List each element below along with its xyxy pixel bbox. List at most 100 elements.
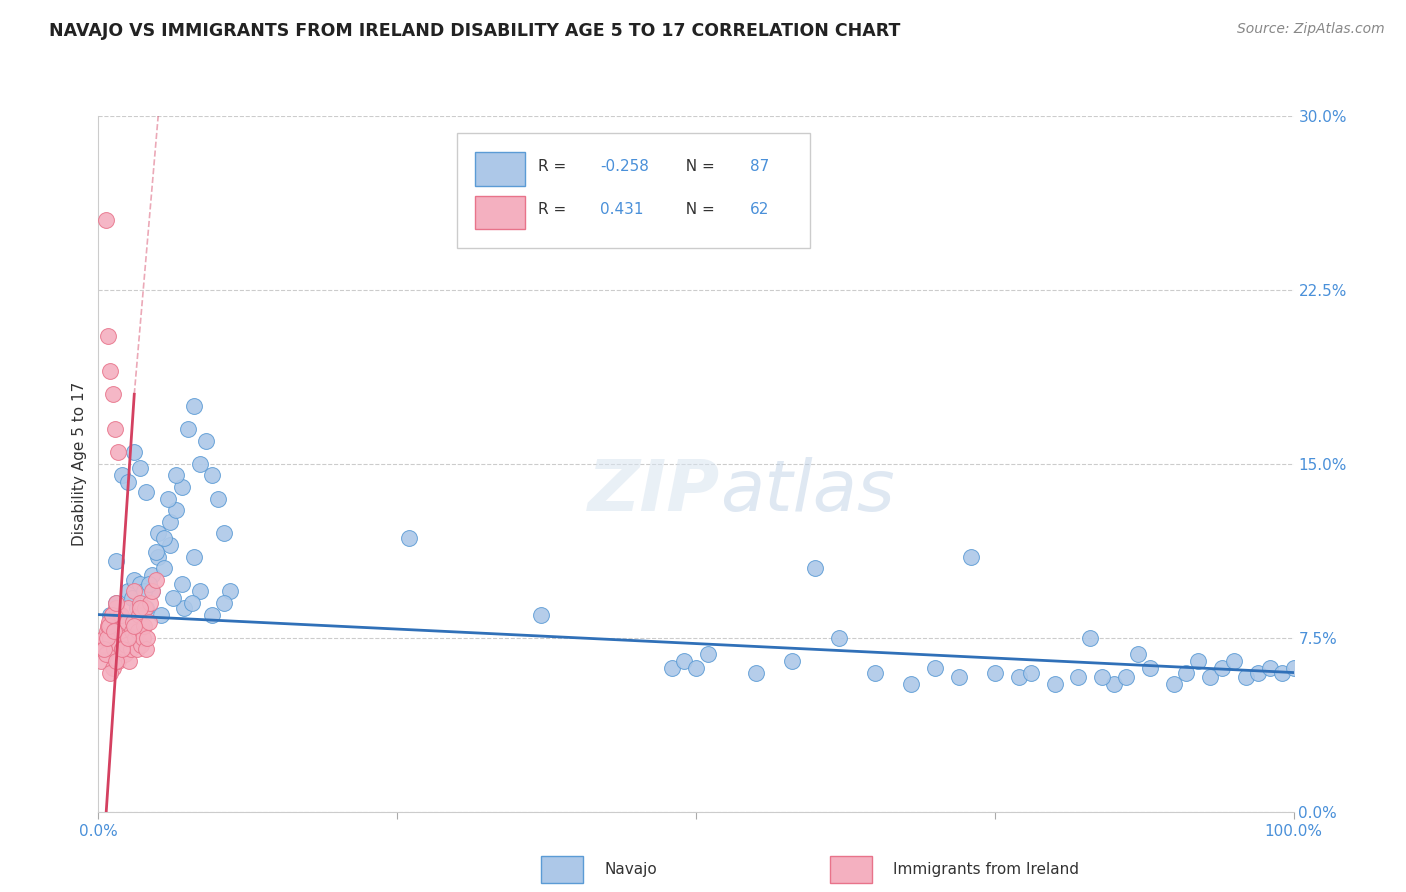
Point: [180, 596, 202, 610]
Point: [132, 619, 155, 633]
Point: [103, 642, 125, 657]
Point: [828, 631, 851, 645]
Point: [863, 665, 887, 680]
Point: [138, 577, 160, 591]
Text: Navajo: Navajo: [605, 863, 658, 877]
Point: [159, 515, 181, 529]
Point: [115, 615, 138, 629]
Point: [1198, 670, 1220, 684]
Point: [984, 665, 1007, 680]
Text: atlas: atlas: [720, 458, 894, 526]
Point: [108, 607, 131, 622]
Point: [98, 364, 122, 378]
Point: [129, 600, 152, 615]
Point: [93, 631, 115, 645]
Point: [103, 624, 125, 638]
Point: [194, 434, 218, 448]
Text: 62: 62: [749, 202, 769, 218]
Point: [120, 642, 142, 657]
Point: [959, 549, 981, 564]
Point: [1187, 654, 1209, 668]
Point: [91, 638, 114, 652]
Point: [162, 591, 184, 606]
Point: [114, 647, 136, 661]
Point: [136, 631, 159, 645]
Point: [165, 468, 187, 483]
Text: ZIP: ZIP: [588, 458, 720, 526]
Point: [117, 475, 139, 490]
Point: [1258, 661, 1281, 675]
Point: [96, 624, 118, 638]
Point: [132, 584, 155, 599]
Point: [1091, 670, 1114, 684]
Point: [127, 624, 149, 638]
Point: [201, 468, 224, 483]
FancyBboxPatch shape: [457, 134, 810, 248]
Point: [101, 387, 124, 401]
Point: [219, 584, 242, 599]
Point: [104, 624, 127, 638]
Point: [98, 607, 122, 622]
Point: [398, 531, 420, 545]
Point: [780, 654, 803, 668]
Point: [1007, 670, 1029, 684]
Point: [110, 607, 132, 622]
Point: [100, 607, 122, 622]
Point: [1067, 670, 1090, 684]
Point: [139, 596, 162, 610]
Point: [153, 561, 176, 575]
Point: [94, 647, 117, 661]
Point: [100, 607, 122, 622]
Point: [1139, 661, 1161, 675]
Point: [93, 642, 115, 657]
Point: [111, 468, 134, 483]
Text: 87: 87: [749, 159, 769, 174]
Point: [745, 665, 768, 680]
Point: [188, 584, 211, 599]
Point: [697, 647, 720, 661]
Point: [1282, 661, 1305, 675]
Point: [156, 491, 179, 506]
Point: [141, 584, 163, 599]
Point: [1115, 670, 1137, 684]
Point: [804, 561, 827, 575]
FancyBboxPatch shape: [475, 153, 524, 186]
Text: N =: N =: [676, 202, 720, 218]
Y-axis label: Disability Age 5 to 17: Disability Age 5 to 17: [72, 382, 87, 546]
Point: [111, 642, 134, 657]
Text: NAVAJO VS IMMIGRANTS FROM IRELAND DISABILITY AGE 5 TO 17 CORRELATION CHART: NAVAJO VS IMMIGRANTS FROM IRELAND DISABI…: [49, 22, 901, 40]
Point: [131, 631, 153, 645]
Point: [1271, 665, 1294, 680]
Point: [1128, 647, 1150, 661]
Point: [1019, 665, 1042, 680]
Point: [124, 584, 146, 599]
Point: [183, 399, 205, 413]
Point: [105, 600, 128, 615]
FancyBboxPatch shape: [475, 196, 524, 229]
Point: [201, 607, 224, 622]
Point: [98, 631, 122, 645]
Point: [125, 600, 148, 615]
Point: [207, 491, 229, 506]
Point: [661, 661, 683, 675]
Point: [131, 638, 153, 652]
Point: [131, 619, 153, 633]
Point: [173, 600, 195, 615]
Point: [924, 661, 946, 675]
Point: [1246, 665, 1268, 680]
Point: [111, 642, 134, 657]
Point: [145, 545, 167, 559]
Text: Source: ZipAtlas.com: Source: ZipAtlas.com: [1237, 22, 1385, 37]
Point: [105, 596, 128, 610]
Point: [149, 607, 172, 622]
Point: [135, 642, 157, 657]
Point: [141, 568, 163, 582]
Point: [108, 619, 131, 633]
Text: R =: R =: [538, 159, 571, 174]
Point: [91, 642, 114, 657]
Text: Immigrants from Ireland: Immigrants from Ireland: [893, 863, 1078, 877]
Point: [121, 591, 143, 606]
Point: [172, 577, 194, 591]
Point: [135, 484, 157, 499]
Text: -0.258: -0.258: [600, 159, 650, 174]
